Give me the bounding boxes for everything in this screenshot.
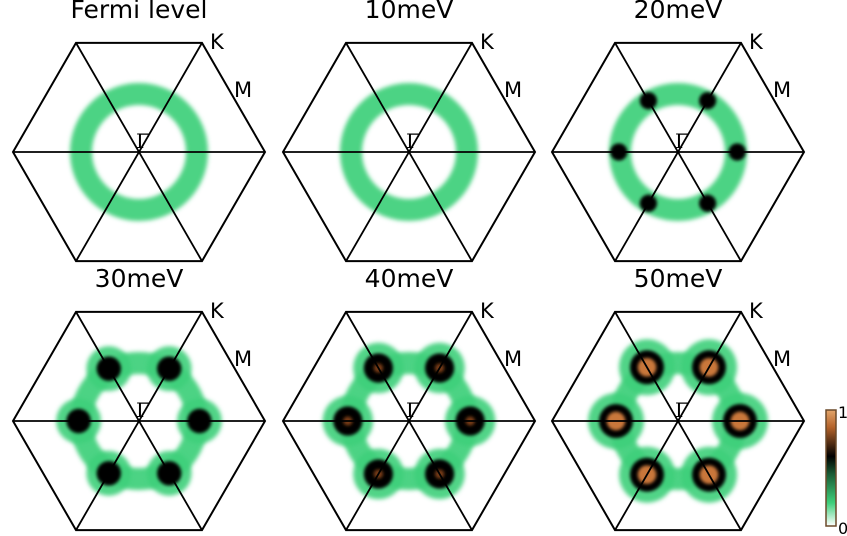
zone-diagonal [75,311,203,531]
m-point-label: M [773,347,791,371]
k-point-label: K [480,299,495,323]
zone-diagonal [345,42,473,262]
panel-4: 30meV KM Γ [11,264,267,532]
k-point-label: K [210,299,225,323]
zone-diagonal [345,311,473,531]
gamma-point-label: Γ [136,398,150,422]
m-point-label: M [773,78,791,102]
panel-title: 20meV [634,0,723,24]
gamma-point-label: Γ [675,398,689,422]
m-point-label: M [504,347,522,371]
k-point-label: K [210,30,225,54]
m-point-label: M [234,78,252,102]
zone-diagonal [614,42,742,262]
panel-2: 10meV KM Γ [281,0,537,263]
zone-diagonal [75,42,203,262]
gamma-point-label: Γ [136,129,150,153]
panel-title: 50meV [634,264,723,293]
gamma-point-label: Γ [406,398,420,422]
panel-3: 20meV KM Γ [550,0,806,263]
k-point-label: K [480,30,495,54]
colorbar-min-label: 0 [838,519,847,536]
panel-title: 10meV [365,0,454,24]
panel-6: 50meV KM Γ [550,264,806,532]
colorbar: 10 [825,403,847,536]
m-point-label: M [504,78,522,102]
zone-diagonal [614,311,742,531]
gamma-point-label: Γ [406,129,420,153]
panel-5: 40meV KM Γ [281,264,537,532]
gamma-point-label: Γ [675,129,689,153]
panel-title: 40meV [365,264,454,293]
k-point-label: K [749,299,764,323]
colorbar-max-label: 1 [838,403,847,422]
k-point-label: K [749,30,764,54]
panel-title: Fermi level [71,0,208,24]
panel-title: 30meV [95,264,184,293]
colorbar-gradient [825,409,837,527]
m-point-label: M [234,347,252,371]
